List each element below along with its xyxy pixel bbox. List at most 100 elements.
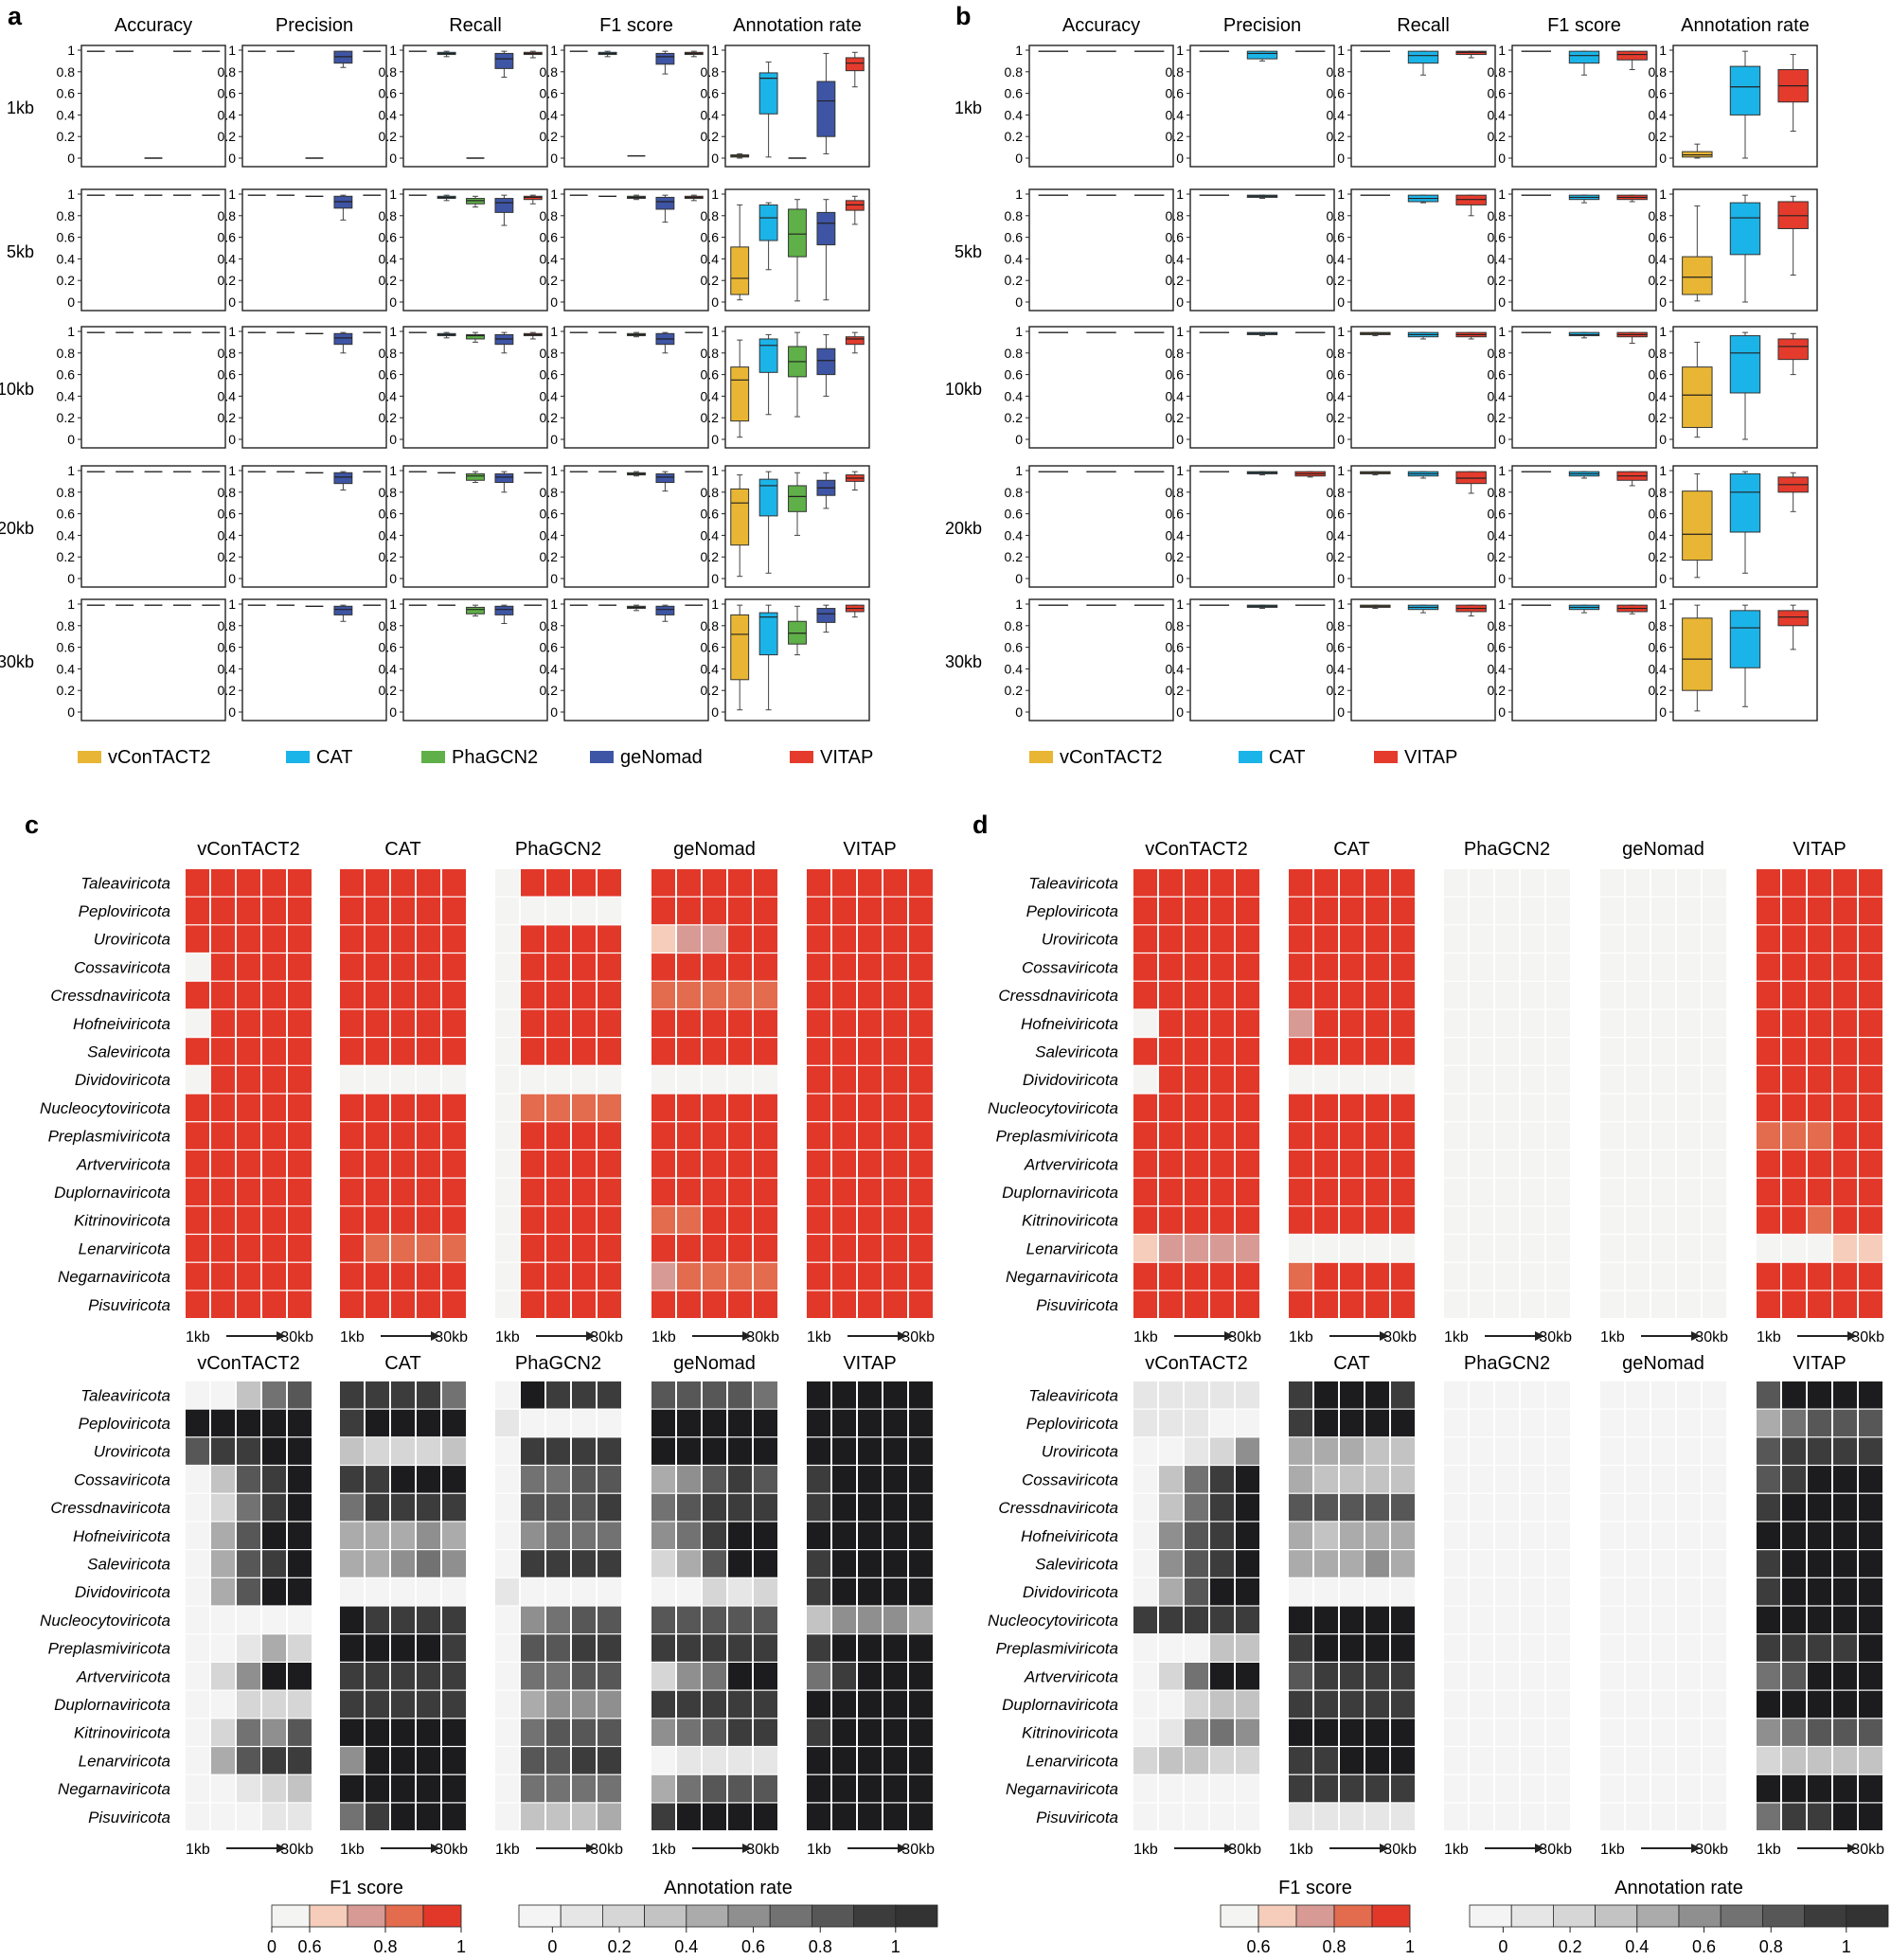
colorbar-segment <box>727 1904 771 1928</box>
colorbar-tick-label: 0.8 <box>1759 1937 1783 1956</box>
heatmap-cell <box>546 897 570 925</box>
box-geNomad <box>494 198 514 213</box>
heatmap-cell <box>598 925 621 953</box>
y-tick-label: 0 <box>389 704 397 720</box>
length-label: 10kb <box>0 380 34 399</box>
heatmap-cell <box>572 1634 596 1662</box>
heatmap-cell <box>909 1522 933 1549</box>
heatmap-cell <box>340 1606 364 1634</box>
heatmap-cell <box>1236 1466 1259 1493</box>
colorbar-segment <box>347 1904 386 1928</box>
legend-label: PhaGCN2 <box>452 747 538 768</box>
heatmap-cell <box>1133 1206 1157 1234</box>
y-tick-label: 0 <box>67 571 75 586</box>
heatmap-cell <box>1703 1038 1726 1065</box>
axis-start-label: 1kb <box>1757 1329 1781 1345</box>
heatmap-cell <box>1495 1522 1519 1549</box>
box-CAT <box>1729 202 1761 256</box>
heatmap-cell <box>1859 1009 1882 1037</box>
phylum-label: Cressdnaviricota <box>998 1499 1118 1517</box>
heatmap-cell <box>1808 1522 1831 1549</box>
y-tick-label: 1 <box>1015 324 1023 339</box>
heatmap-cell <box>754 1550 777 1577</box>
y-tick-label: 0 <box>228 432 236 447</box>
heatmap-cell <box>417 1291 440 1318</box>
y-tick-label: 1 <box>228 187 236 202</box>
heatmap-cell <box>1340 1774 1364 1803</box>
heatmap-cell <box>754 869 777 897</box>
heatmap-cell <box>186 1663 209 1690</box>
heatmap-cell <box>1859 1466 1882 1493</box>
heatmap-cell <box>1314 869 1338 897</box>
colorbar-tick-label: 0.6 <box>741 1937 765 1956</box>
y-tick-label: 0.4 <box>1166 251 1185 266</box>
heatmap-cell <box>546 1493 570 1522</box>
heatmap-cell <box>1159 1009 1183 1037</box>
heatmap-cell <box>340 1150 364 1178</box>
heatmap-cell <box>1133 1235 1157 1262</box>
heatmap-cell <box>442 1094 466 1122</box>
heatmap-cell <box>677 1206 701 1234</box>
heatmap-cell <box>1677 1466 1701 1493</box>
axis-arrow-head <box>898 1844 907 1853</box>
heatmap-cell <box>677 1409 701 1437</box>
axis-end-label: 30kb <box>1695 1329 1728 1345</box>
heatmap-cell <box>1757 1150 1780 1178</box>
heatmap-cell <box>1133 1038 1157 1065</box>
heatmap-cell <box>391 925 415 953</box>
heatmap-cell <box>340 1634 364 1662</box>
heatmap-cell <box>1210 1206 1234 1234</box>
heatmap-cell <box>1210 1065 1234 1094</box>
heatmap-cell <box>1185 1550 1208 1577</box>
heatmap-cell <box>1859 1122 1882 1149</box>
heatmap-cell <box>1289 1634 1312 1662</box>
heatmap-cell <box>909 953 933 981</box>
heatmap-tool-title: VITAP <box>843 1353 896 1374</box>
heatmap-cell <box>1495 1291 1519 1318</box>
heatmap-cell <box>417 1466 440 1493</box>
heatmap-cell <box>1159 1262 1183 1291</box>
y-tick-label: 0 <box>228 151 236 166</box>
heatmap-cell <box>1808 1550 1831 1577</box>
phylum-label: Duplornaviricota <box>54 1184 170 1202</box>
y-tick-label: 0.6 <box>1649 640 1668 655</box>
heatmap-cell <box>391 1634 415 1662</box>
heatmap-cell <box>340 953 364 981</box>
y-tick-label: 0.8 <box>1005 346 1024 361</box>
heatmap-cell <box>1651 1038 1675 1065</box>
heatmap-cell <box>1185 981 1208 1009</box>
heatmap-cell <box>186 953 209 981</box>
y-tick-label: 1 <box>389 463 397 478</box>
heatmap-cell <box>1314 1150 1338 1178</box>
heatmap-cell <box>807 1235 830 1262</box>
heatmap-cell <box>1340 1719 1364 1746</box>
subplot-frame <box>402 188 548 312</box>
heatmap-tool-title: PhaGCN2 <box>515 1353 601 1374</box>
colorbar-tick-label: 0 <box>267 1937 277 1956</box>
colorbar-tick-label: 0.4 <box>1625 1937 1649 1956</box>
heatmap-cell <box>1289 1065 1312 1094</box>
heatmap-cell <box>262 1606 286 1634</box>
heatmap-cell <box>832 1803 856 1830</box>
panel-label-a: a <box>8 2 23 30</box>
heatmap-cell <box>909 1719 933 1746</box>
heatmap-cell <box>1159 925 1183 953</box>
subplot-frame <box>80 326 226 449</box>
y-tick-label: 1 <box>1498 43 1506 58</box>
heatmap-cell <box>1703 1206 1726 1234</box>
heatmap-cell <box>1546 1150 1570 1178</box>
heatmap-cell <box>728 1634 752 1662</box>
heatmap-cell <box>262 1038 286 1065</box>
heatmap-cell <box>677 925 701 953</box>
heatmap-cell <box>1626 1038 1650 1065</box>
heatmap-cell <box>1340 1262 1364 1291</box>
y-tick-label: 0.4 <box>1488 661 1507 676</box>
y-tick-label: 0.2 <box>540 273 559 288</box>
heatmap-cell <box>1495 1262 1519 1291</box>
y-tick-label: 0.6 <box>57 640 76 655</box>
heatmap-cell <box>883 1663 907 1690</box>
y-tick-label: 0.2 <box>1649 273 1668 288</box>
heatmap-cell <box>1703 1235 1726 1262</box>
y-tick-label: 1 <box>67 597 75 612</box>
heatmap-cell <box>1677 1381 1701 1409</box>
